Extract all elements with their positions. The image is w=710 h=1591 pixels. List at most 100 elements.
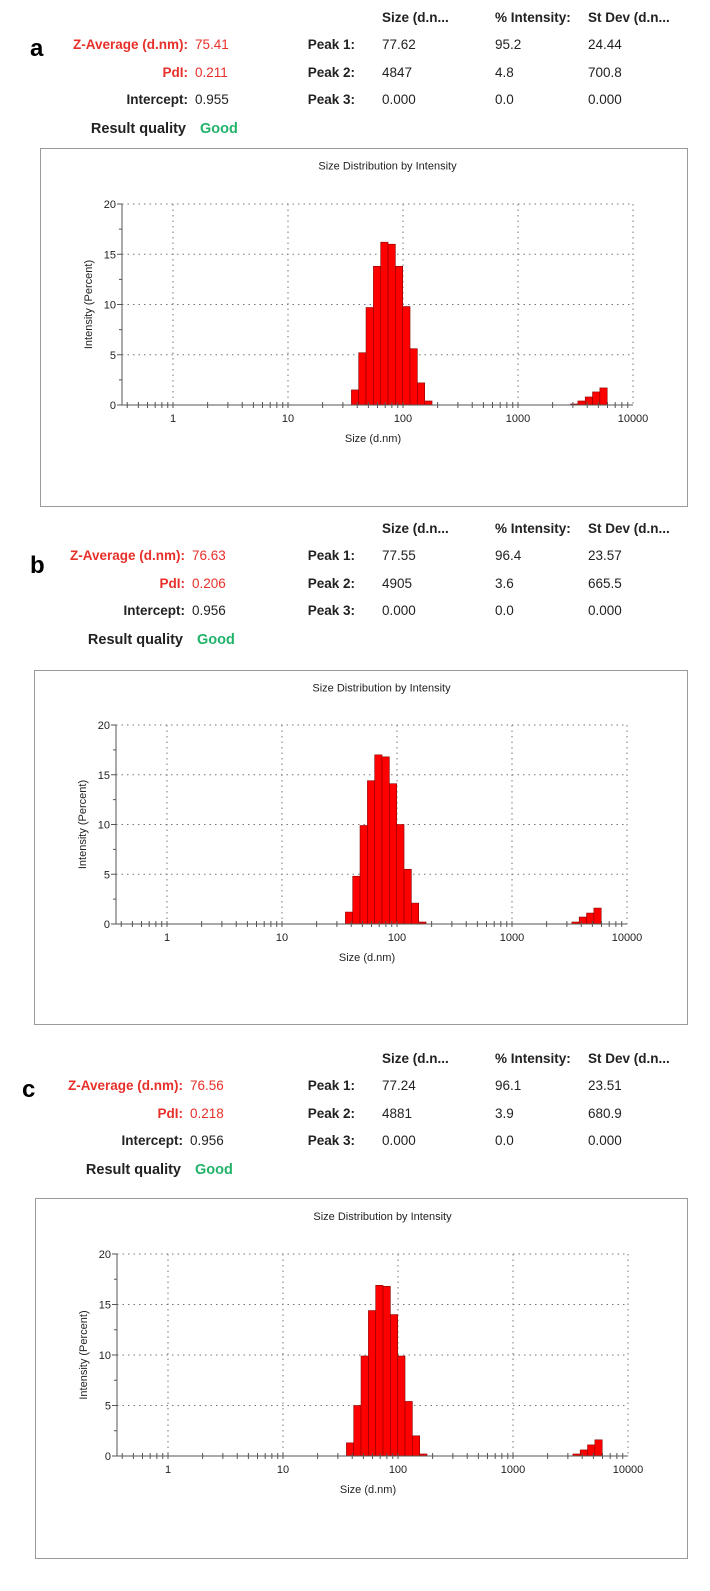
panel-letter: a [30, 35, 44, 62]
peak-size: 0.000 [382, 1133, 416, 1148]
result-quality-label: Result quality [87, 632, 183, 648]
pdi-value: 0.211 [195, 65, 228, 80]
histogram-bar [424, 400, 433, 406]
peak-label: Peak 1: [307, 548, 355, 563]
x-tick-label: 10 [276, 932, 288, 944]
x-tick-label: 1 [165, 1464, 171, 1476]
histogram-bar [353, 1405, 362, 1457]
intercept-label: Intercept: [126, 92, 188, 107]
histogram-bar [594, 1439, 603, 1457]
histogram-bar [577, 400, 586, 406]
peak-stdev: 23.51 [588, 1078, 622, 1093]
result-quality-label: Result quality [85, 1162, 181, 1178]
peak-intensity: 96.1 [495, 1078, 522, 1093]
histogram-bar [387, 243, 396, 406]
peak-intensity: 4.8 [495, 65, 514, 80]
peak-size: 4847 [382, 65, 413, 80]
x-tick-label: 1 [170, 413, 176, 425]
histogram-bar [365, 307, 374, 406]
y-tick-label: 0 [104, 919, 110, 931]
chart-panel-c: Size Distribution by Intensity 0 5 10 15 20 1 1… [35, 1198, 688, 1559]
histogram-bar [593, 907, 602, 925]
intercept-value: 0.956 [192, 603, 226, 618]
intercept-value: 0.956 [190, 1133, 224, 1148]
z-average-value: 76.56 [190, 1078, 224, 1093]
y-tick-label: 10 [104, 300, 116, 312]
pdi-value: 0.218 [190, 1106, 224, 1121]
peak-stdev: 700.8 [588, 65, 622, 80]
y-axis-label: Intensity (Percent) [78, 1310, 90, 1399]
peak-label: Peak 1: [307, 1078, 355, 1093]
x-tick-label: 100 [389, 1464, 407, 1476]
peak-intensity: 0.0 [495, 603, 514, 618]
peak-label: Peak 2: [307, 65, 355, 80]
pdi-label: PdI: [157, 1106, 184, 1121]
histogram-bar [368, 1310, 377, 1457]
z-average-value: 75.41 [195, 37, 229, 52]
chart-title: Size Distribution by Intensity [312, 682, 451, 694]
peak-stdev: 0.000 [588, 92, 622, 107]
peak-intensity: 96.4 [495, 548, 522, 563]
histogram-bar [395, 266, 403, 406]
peak-stdev: 0.000 [588, 1133, 622, 1148]
y-tick-label: 20 [99, 1249, 111, 1261]
peak-stdev: 680.9 [588, 1106, 622, 1121]
histogram-bar [373, 266, 382, 406]
panel-letter: b [30, 552, 45, 579]
peak-stdev: 24.44 [588, 37, 622, 52]
results-summary-c: c Size (d.n... % Intensity: St Dev (d.n... Z… [0, 1049, 710, 1179]
y-axis-label: Intensity (Percent) [77, 780, 89, 869]
y-tick-label: 15 [98, 770, 110, 782]
peak-stdev: 665.5 [588, 576, 622, 591]
histogram-bar [367, 780, 376, 925]
result-quality-value: Good [197, 632, 235, 648]
y-tick-label: 15 [99, 1300, 111, 1312]
column-header: Size (d.n... [382, 1051, 449, 1066]
z-average-value: 76.63 [192, 548, 226, 563]
peak-size: 77.55 [382, 548, 416, 563]
y-tick-label: 0 [110, 400, 116, 412]
histogram-bar [390, 1314, 398, 1457]
column-header: % Intensity: [495, 1051, 571, 1066]
result-quality-label: Result quality [90, 121, 186, 137]
peak-label: Peak 3: [307, 1133, 355, 1148]
y-tick-label: 20 [104, 199, 116, 211]
intercept-value: 0.955 [195, 92, 229, 107]
histogram-bar [411, 902, 419, 925]
peak-intensity: 3.6 [495, 576, 514, 591]
peak-intensity: 3.9 [495, 1106, 514, 1121]
peak-intensity: 0.0 [495, 92, 514, 107]
x-tick-label: 10 [282, 413, 294, 425]
chart-panel-a: Size Distribution by Intensity 0 5 10 15 20 1 1… [40, 148, 688, 507]
column-header: St Dev (d.n... [588, 521, 670, 536]
peak-size: 4905 [382, 576, 413, 591]
chart-panel-b: Size Distribution by Intensity 0 5 10 15 20 1 1… [34, 670, 688, 1025]
peak-size: 0.000 [382, 603, 416, 618]
peak-label: Peak 3: [307, 92, 355, 107]
peak-size: 4881 [382, 1106, 413, 1121]
column-header: % Intensity: [495, 10, 571, 25]
size-distribution-chart: Size Distribution by Intensity 0 5 10 15 20 1 1… [77, 682, 642, 964]
results-summary-a: a Size (d.n... % Intensity: St Dev (d.n... Z… [0, 8, 710, 138]
peak-intensity: 0.0 [495, 1133, 514, 1148]
histogram-bar [409, 348, 418, 406]
y-tick-label: 5 [105, 1401, 111, 1413]
peak-size: 0.000 [382, 92, 416, 107]
histogram-bar [360, 1355, 369, 1457]
x-tick-label: 1 [164, 932, 170, 944]
histogram-bar [389, 783, 397, 925]
y-tick-label: 10 [98, 820, 110, 832]
peak-size: 77.24 [382, 1078, 416, 1093]
y-axis-label: Intensity (Percent) [83, 260, 95, 349]
x-axis-label: Size (d.nm) [339, 952, 395, 964]
histogram-bar [579, 1449, 588, 1457]
histogram-bar [396, 824, 405, 925]
x-axis-label: Size (d.nm) [345, 433, 401, 445]
y-tick-label: 15 [104, 249, 116, 261]
histogram-bar [352, 875, 361, 925]
x-tick-label: 100 [394, 413, 412, 425]
chart-title: Size Distribution by Intensity [318, 161, 457, 173]
histogram-bar [358, 352, 367, 406]
histogram-bar [404, 1401, 413, 1457]
